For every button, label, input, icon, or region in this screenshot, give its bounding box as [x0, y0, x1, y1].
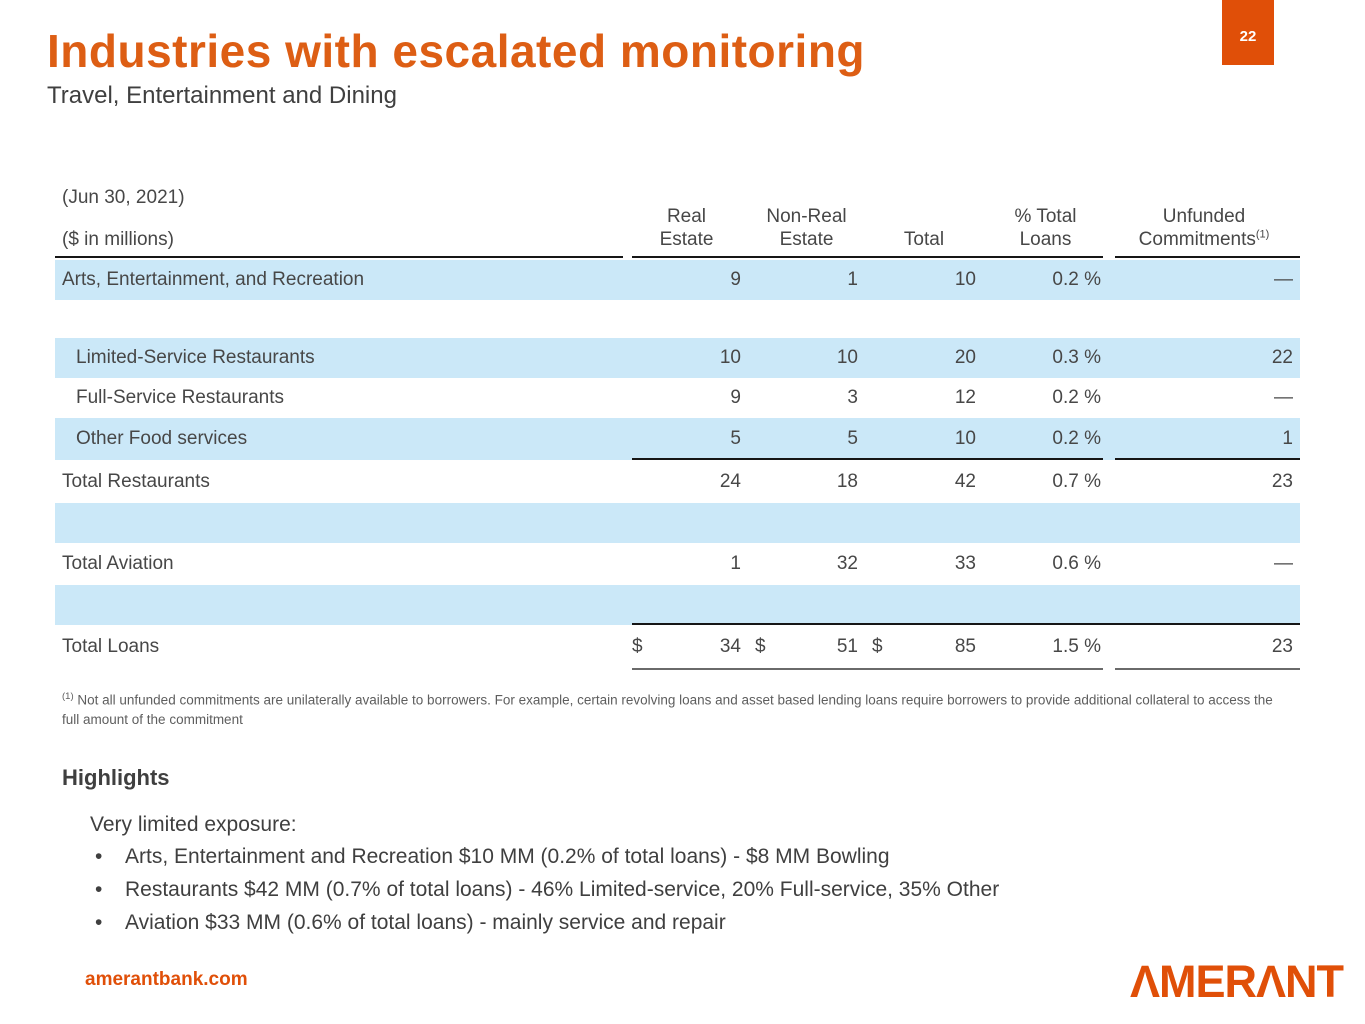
cell-pct-total-loans: 1.5 %	[1052, 635, 1101, 657]
table-body: Arts, Entertainment, and Recreation 9 1 …	[55, 260, 1300, 668]
bullet-icon: •	[95, 911, 103, 935]
highlight-text: Arts, Entertainment and Recreation $10 M…	[125, 845, 890, 868]
cell-pct-total-loans: 0.6 %	[1052, 553, 1101, 574]
cell-pct-total-loans: 0.2 %	[1052, 387, 1101, 408]
table-rule	[1115, 256, 1300, 258]
column-header-unfunded-commitments: Unfunded Commitments(1)	[1138, 206, 1270, 250]
currency-symbol: $	[872, 635, 883, 657]
row-label: Other Food services	[76, 428, 248, 449]
cell-real-estate: $34	[632, 635, 741, 657]
highlight-text: Aviation $33 MM (0.6% of total loans) - …	[125, 911, 726, 935]
table-row-full-service-restaurants: Full-Service Restaurants 9 3 12 0.2 % —	[55, 378, 1300, 418]
cell-non-real-estate: 1	[847, 269, 858, 290]
cell-pct-total-loans: 0.2 %	[1052, 269, 1101, 290]
table-row-total-loans: Total Loans $34 $51 $85 1.5 % 23	[55, 625, 1300, 668]
page-title: Industries with escalated monitoring	[47, 25, 866, 77]
table-row-other-food-services: Other Food services 5 5 10 0.2 % 1	[55, 418, 1300, 460]
cell-pct-total-loans: 0.2 %	[1052, 428, 1101, 449]
highlight-bullet-item: • Aviation $33 MM (0.6% of total loans) …	[95, 912, 1225, 934]
cell-non-real-estate: 5	[847, 428, 858, 449]
table-rule	[632, 458, 1103, 460]
cell-unfunded-commitments: 1	[1282, 428, 1293, 449]
table-rule	[1115, 458, 1300, 460]
table-rule	[632, 668, 1103, 670]
table-units-caption: ($ in millions)	[62, 229, 174, 250]
row-label: Total Loans	[62, 635, 160, 657]
row-label: Arts, Entertainment, and Recreation	[62, 269, 365, 290]
table-header-label-cell: ($ in millions)	[55, 229, 625, 254]
table-spacer-row	[55, 503, 1300, 543]
row-label: Full-Service Restaurants	[76, 387, 285, 408]
exposure-table: (Jun 30, 2021) ($ in millions) Real Esta…	[55, 185, 1300, 685]
page-subtitle: Travel, Entertainment and Dining	[47, 82, 397, 109]
highlights-intro: Very limited exposure:	[90, 813, 297, 836]
cell-unfunded-commitments: —	[1274, 387, 1293, 408]
cell-total: 42	[954, 470, 976, 492]
column-header-pct-total-loans: % Total Loans	[1014, 206, 1077, 250]
highlights-list: • Arts, Entertainment and Recreation $10…	[95, 845, 1225, 945]
table-row-total-aviation: Total Aviation 1 32 33 0.6 % —	[55, 543, 1300, 585]
cell-unfunded-commitments: 23	[1271, 470, 1293, 492]
footnote-marker: (1)	[1255, 228, 1270, 241]
highlight-bullet-item: • Arts, Entertainment and Recreation $10…	[95, 845, 1225, 868]
cell-real-estate: 9	[730, 269, 741, 290]
cell-non-real-estate: 10	[836, 347, 858, 368]
table-row-limited-service-restaurants: Limited-Service Restaurants 10 10 20 0.3…	[55, 338, 1300, 378]
table-rule	[1115, 668, 1300, 670]
cell-pct-total-loans: 0.3 %	[1052, 347, 1101, 368]
cell-real-estate: 5	[730, 428, 741, 449]
cell-unfunded-commitments: 23	[1271, 635, 1293, 657]
column-header-real-estate: Real Estate	[659, 206, 714, 250]
table-rule	[55, 256, 623, 258]
table-spacer-row	[55, 300, 1300, 338]
table-row-arts-entertainment-recreation: Arts, Entertainment, and Recreation 9 1 …	[55, 260, 1300, 300]
highlights-heading: Highlights	[62, 765, 170, 790]
bullet-icon: •	[95, 878, 103, 902]
table-header-row: ($ in millions) Real Estate Non-Real Est…	[55, 203, 1300, 254]
table-rule	[632, 256, 1103, 258]
cell-unfunded-commitments: 22	[1271, 347, 1293, 368]
footnote: (1) Not all unfunded commitments are uni…	[62, 691, 1273, 728]
amerant-logo: ΛMERΛNT	[1129, 956, 1344, 1007]
page-number-badge: 22	[1222, 0, 1274, 65]
footnote-marker: (1)	[62, 691, 74, 702]
table-spacer-row	[55, 585, 1300, 625]
cell-total: $85	[872, 635, 976, 657]
row-label: Total Restaurants	[62, 470, 210, 492]
cell-non-real-estate: 3	[847, 387, 858, 408]
cell-non-real-estate: $51	[755, 635, 858, 657]
column-header-total: Total	[903, 228, 945, 250]
cell-real-estate: 10	[719, 347, 741, 368]
bullet-icon: •	[95, 845, 103, 868]
currency-symbol: $	[632, 635, 643, 657]
cell-total: 10	[954, 269, 976, 290]
column-header-non-real-estate: Non-Real Estate	[766, 206, 847, 250]
highlight-text: Restaurants $42 MM (0.7% of total loans)…	[125, 878, 1000, 902]
currency-symbol: $	[755, 635, 766, 657]
cell-unfunded-commitments: —	[1274, 553, 1293, 574]
table-row-total-restaurants: Total Restaurants 24 18 42 0.7 % 23	[55, 460, 1300, 503]
cell-real-estate: 24	[719, 470, 741, 492]
row-label: Total Aviation	[62, 553, 174, 574]
cell-real-estate: 1	[730, 553, 741, 574]
cell-non-real-estate: 18	[836, 470, 858, 492]
website-link[interactable]: amerantbank.com	[85, 969, 248, 990]
cell-total: 33	[954, 553, 976, 574]
cell-real-estate: 9	[730, 387, 741, 408]
row-label: Limited-Service Restaurants	[76, 347, 315, 368]
cell-non-real-estate: 32	[836, 553, 858, 574]
table-date-caption: (Jun 30, 2021)	[62, 187, 185, 208]
cell-total: 20	[954, 347, 976, 368]
cell-total: 10	[954, 428, 976, 449]
cell-pct-total-loans: 0.7 %	[1052, 470, 1101, 492]
table-rule	[632, 623, 1300, 625]
cell-total: 12	[954, 387, 976, 408]
cell-unfunded-commitments: —	[1274, 269, 1293, 290]
highlight-bullet-item: • Restaurants $42 MM (0.7% of total loan…	[95, 878, 1225, 902]
page-number: 22	[1239, 28, 1257, 45]
